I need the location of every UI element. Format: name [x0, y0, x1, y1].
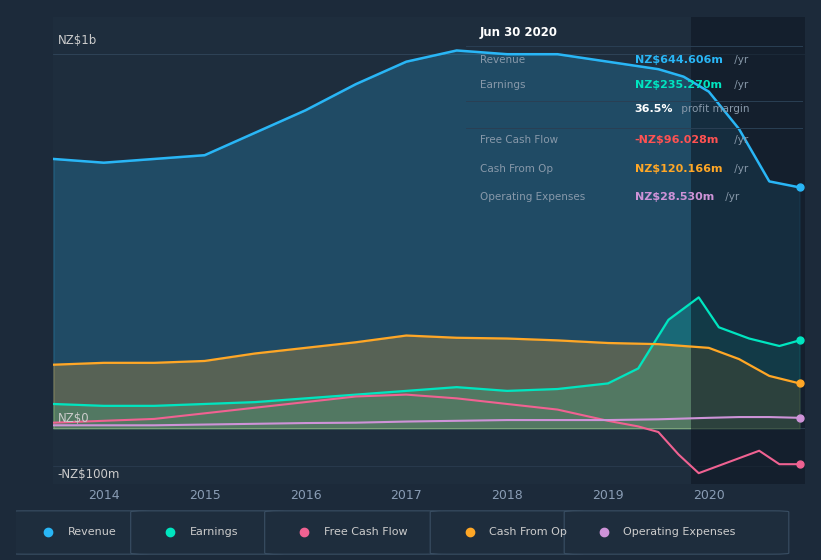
Text: /yr: /yr: [731, 164, 748, 174]
Text: Revenue: Revenue: [67, 527, 117, 537]
Text: -NZ$96.028m: -NZ$96.028m: [635, 135, 719, 145]
FancyBboxPatch shape: [564, 511, 789, 554]
Text: -NZ$100m: -NZ$100m: [57, 468, 120, 480]
FancyBboxPatch shape: [430, 511, 584, 554]
FancyBboxPatch shape: [131, 511, 284, 554]
Text: Cash From Op: Cash From Op: [489, 527, 567, 537]
Text: Revenue: Revenue: [479, 55, 525, 66]
Text: /yr: /yr: [731, 80, 748, 90]
FancyBboxPatch shape: [8, 511, 150, 554]
Text: Earnings: Earnings: [190, 527, 238, 537]
Text: NZ$1b: NZ$1b: [57, 34, 97, 46]
Text: profit margin: profit margin: [678, 104, 750, 114]
Text: Free Cash Flow: Free Cash Flow: [323, 527, 407, 537]
Text: /yr: /yr: [722, 192, 740, 202]
Text: NZ$28.530m: NZ$28.530m: [635, 192, 714, 202]
Text: Cash From Op: Cash From Op: [479, 164, 553, 174]
Text: 36.5%: 36.5%: [635, 104, 673, 114]
Text: Free Cash Flow: Free Cash Flow: [479, 135, 558, 145]
Text: NZ$644.606m: NZ$644.606m: [635, 55, 722, 66]
Text: NZ$0: NZ$0: [57, 412, 89, 425]
Text: NZ$120.166m: NZ$120.166m: [635, 164, 722, 174]
FancyBboxPatch shape: [264, 511, 442, 554]
Text: NZ$235.270m: NZ$235.270m: [635, 80, 722, 90]
Text: /yr: /yr: [731, 55, 748, 66]
Text: Operating Expenses: Operating Expenses: [479, 192, 585, 202]
Text: /yr: /yr: [731, 135, 748, 145]
Bar: [690, 17, 805, 484]
Text: Jun 30 2020: Jun 30 2020: [479, 26, 557, 39]
Text: Operating Expenses: Operating Expenses: [623, 527, 736, 537]
Text: Earnings: Earnings: [479, 80, 525, 90]
